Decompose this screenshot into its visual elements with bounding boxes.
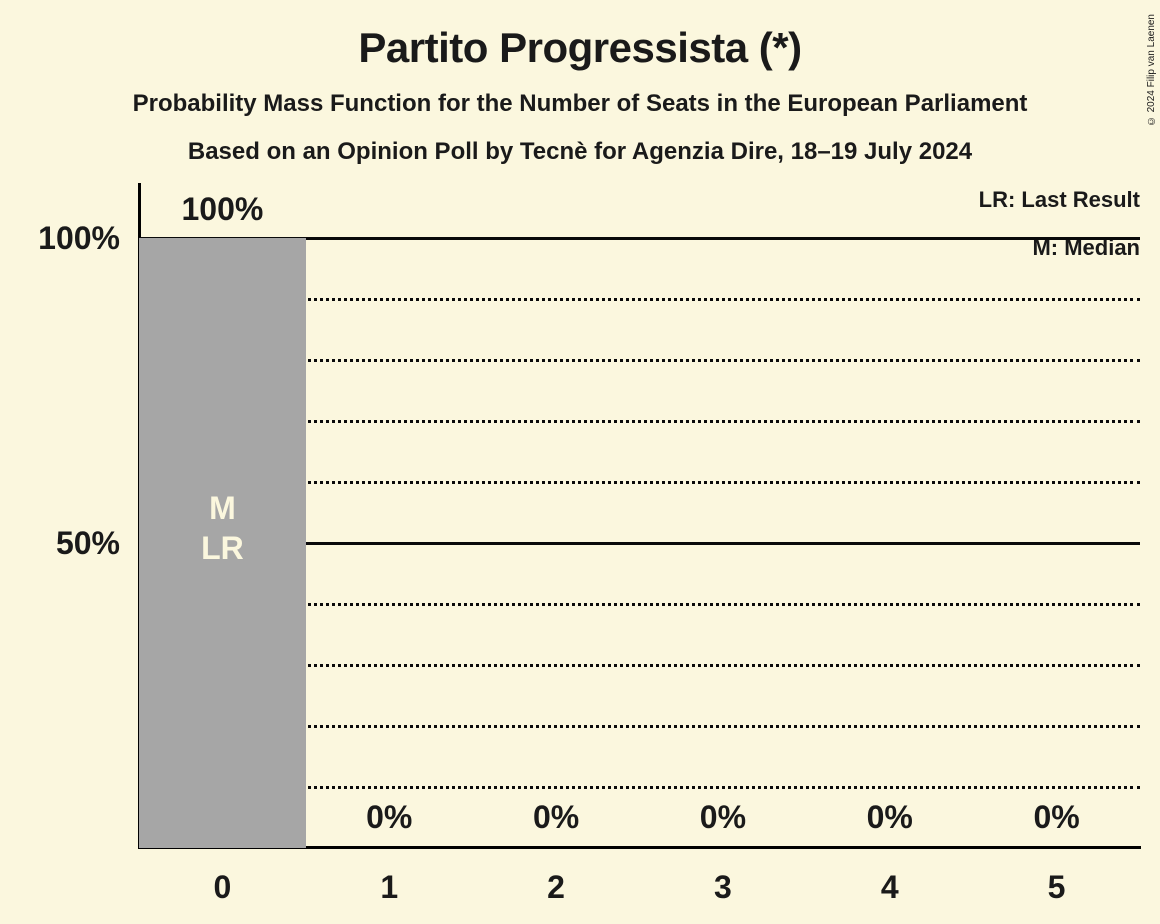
chart-title: Partito Progressista (*) [358, 24, 802, 71]
gridline-80pct [139, 358, 1140, 362]
gridline-50pct [139, 541, 1140, 545]
gridline-40pct [139, 602, 1140, 606]
x-axis-line [138, 846, 1141, 849]
bar-value-label: 0% [532, 799, 580, 835]
y-axis-tick-label: 100% [38, 220, 120, 256]
bar-value-label: 0% [366, 799, 413, 835]
bar-annotation-line: M [209, 490, 236, 526]
x-axis-tick-label: 5 [1047, 869, 1066, 905]
gridline-60pct [139, 480, 1140, 484]
gridline-10pct [139, 785, 1140, 789]
gridline-100pct [139, 236, 1140, 240]
chart-subtitle: Probability Mass Function for the Number… [132, 90, 1028, 117]
bar-value-label: 100% [181, 191, 264, 227]
bar-value-label: 0% [866, 799, 913, 835]
gridline-20pct [139, 724, 1140, 728]
legend-last-result-label: LR: Last Result [978, 187, 1140, 212]
bar-annotation: M LR [142, 488, 302, 568]
gridline-90pct [139, 297, 1140, 301]
y-axis-tick-label: 50% [55, 525, 120, 561]
x-axis-tick-label: 1 [380, 869, 399, 905]
x-axis-tick-label: 3 [714, 869, 732, 905]
bar-value-label: 0% [1033, 799, 1080, 835]
bar-value-label: 0% [699, 799, 747, 835]
chart-source-subtitle: Based on an Opinion Poll by Tecnè for Ag… [187, 138, 973, 165]
x-axis-tick-label: 0 [213, 869, 232, 905]
gridline-30pct [139, 663, 1140, 667]
x-axis-tick-label: 4 [880, 869, 899, 905]
bar-annotation-line: LR [201, 530, 244, 566]
bar-seats-0 [139, 238, 306, 848]
x-axis-tick-label: 2 [547, 869, 565, 905]
gridline-70pct [139, 419, 1140, 423]
